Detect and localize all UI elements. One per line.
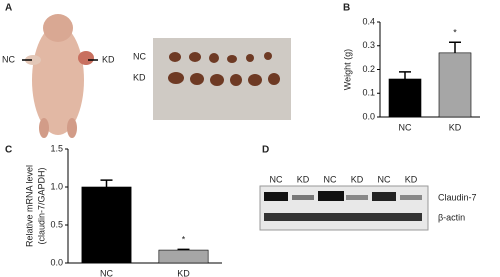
- error-bar: [449, 41, 461, 53]
- y-axis-label: (claudin-7/GAPDH): [36, 167, 46, 244]
- x-tick-label: NC: [100, 268, 113, 277]
- significance: *: [182, 235, 186, 245]
- x-tick-label: KD: [449, 122, 462, 132]
- mouse-photo: [25, 14, 94, 138]
- bar: [388, 78, 422, 118]
- lane-label: NC: [378, 174, 391, 184]
- lane-label: NC: [270, 174, 283, 184]
- bar: [438, 52, 472, 118]
- y-tick-label: 0.2: [362, 64, 375, 74]
- y-tick-label: 0.4: [362, 16, 375, 26]
- y-tick-label: 0.0: [50, 257, 63, 267]
- y-tick-label: 1.5: [50, 143, 63, 153]
- lane-label: KD: [297, 174, 310, 184]
- panel-label: A: [5, 3, 12, 14]
- y-tick-label: 0.5: [50, 219, 63, 229]
- lane-label: KD: [351, 174, 364, 184]
- y-tick-label: 0.1: [362, 88, 375, 98]
- bar: [158, 249, 209, 264]
- x-tick-label: NC: [399, 122, 412, 132]
- y-tick-label: 0.3: [362, 40, 375, 50]
- y-tick-label: 0.0: [362, 111, 375, 121]
- row-label: KD: [133, 72, 146, 82]
- y-axis-label: Relative mRNA level: [24, 165, 34, 247]
- band-label: Claudin-7: [438, 192, 477, 202]
- error-bar: [100, 179, 113, 187]
- bar: [81, 186, 132, 264]
- significance: *: [453, 28, 457, 38]
- mouse-label: KD: [102, 54, 115, 64]
- lane-label: NC: [324, 174, 337, 184]
- panel-label: D: [262, 145, 269, 156]
- blot-bands: [264, 191, 422, 221]
- error-bar: [399, 71, 411, 79]
- lane-label: KD: [405, 174, 418, 184]
- y-axis-label: Weight (g): [342, 49, 352, 90]
- tumors: [168, 52, 280, 86]
- panel-label: B: [343, 3, 350, 14]
- panel-label: C: [5, 145, 12, 156]
- y-tick-label: 1.0: [50, 181, 63, 191]
- band-label: β-actin: [438, 212, 465, 222]
- mouse-label: NC: [2, 54, 15, 64]
- row-label: NC: [133, 51, 146, 61]
- x-tick-label: KD: [177, 268, 190, 277]
- error-bar: [177, 248, 190, 251]
